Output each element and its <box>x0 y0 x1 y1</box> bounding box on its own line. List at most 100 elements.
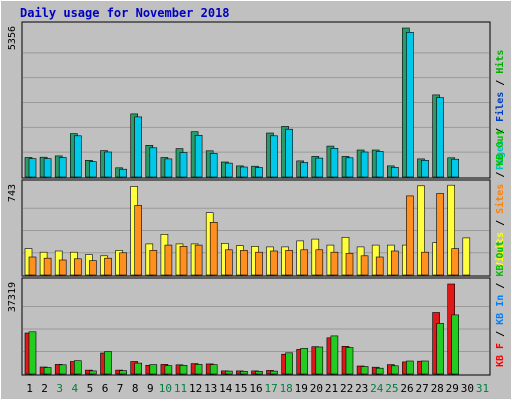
day-label-6: 6 <box>102 382 109 395</box>
bar-sites-day-13 <box>209 222 218 276</box>
day-labels: 1 2 3 4 5 6 7 8 9 10 11 12 13 14 15 16 17 18 19 20 21 22 23 24 2… <box>26 382 489 395</box>
bar-visits-day-30 <box>462 237 471 276</box>
bar-pages-day-24 <box>375 151 384 178</box>
bar-sites-day-19 <box>300 249 309 276</box>
day-label-31: 31 <box>476 382 489 395</box>
day-label-19: 19 <box>295 382 308 395</box>
panel-bottom: 37319 KB F / KB In / KB Out <box>7 241 506 376</box>
bar-sites-day-7 <box>119 252 127 276</box>
legend-pages: Pages <box>495 140 506 170</box>
bar-kb-out-day-29 <box>451 314 460 375</box>
day-label-7: 7 <box>117 382 124 395</box>
bar-pages-day-6 <box>104 151 112 178</box>
panel-middle-legend: Visits / Sites / KB Out <box>494 130 506 268</box>
day-label-30: 30 <box>461 382 474 395</box>
bar-kb-out-day-16 <box>255 370 263 375</box>
day-label-15: 15 <box>234 382 247 395</box>
bar-kb-out-day-24 <box>375 367 384 375</box>
bar-kb-out-day-22 <box>345 347 354 375</box>
bar-sites-day-26 <box>406 195 414 276</box>
panel-middle: 743 Visits / Sites / KB Out <box>7 130 506 277</box>
bar-kb-out-day-25 <box>390 365 399 375</box>
bar-sites-day-25 <box>390 250 399 276</box>
bar-pages-day-14 <box>225 162 233 178</box>
day-label-22: 22 <box>340 382 353 395</box>
bar-sites-day-11 <box>179 246 188 276</box>
bar-pages-day-21 <box>330 148 339 178</box>
bar-visits-day-27 <box>417 185 425 276</box>
day-label-13: 13 <box>204 382 217 395</box>
panel-top: 5356 Pages / Files / Hits <box>7 21 506 179</box>
day-label-26: 26 <box>400 382 413 395</box>
day-label-28: 28 <box>431 382 444 395</box>
bar-pages-day-19 <box>300 162 309 178</box>
bar-pages-day-3 <box>58 157 67 178</box>
bar-kb-out-day-19 <box>300 348 309 375</box>
bar-pages-day-12 <box>194 135 203 178</box>
bar-pages-day-27 <box>421 160 429 178</box>
legend-kb-f: KB F <box>495 343 506 367</box>
panel-top-legend: Pages / Files / Hits <box>494 50 506 170</box>
bar-kb-out-day-4 <box>74 360 82 375</box>
bar-kb-out-day-14 <box>225 370 233 375</box>
day-label-27: 27 <box>415 382 428 395</box>
bar-kb-out-day-7 <box>119 370 127 375</box>
legend-kb-in: KB In <box>495 295 506 325</box>
bar-sites-day-24 <box>375 256 384 276</box>
day-label-16: 16 <box>249 382 262 395</box>
day-label-5: 5 <box>87 382 94 395</box>
day-label-3: 3 <box>56 382 63 395</box>
bar-sites-day-21 <box>330 251 339 276</box>
bar-sites-day-15 <box>240 250 248 276</box>
legend-files: Files <box>494 92 506 122</box>
bar-pages-day-25 <box>390 167 399 178</box>
bar-pages-day-28 <box>436 97 444 178</box>
bar-sites-day-1 <box>28 256 37 276</box>
panel-top-max-label: 5356 <box>7 26 18 50</box>
bar-sites-day-17 <box>270 250 278 276</box>
day-label-14: 14 <box>219 382 233 395</box>
day-label-21: 21 <box>325 382 338 395</box>
bar-pages-day-8 <box>134 116 142 178</box>
bar-sites-day-27 <box>421 251 429 276</box>
bar-sites-day-29 <box>451 248 460 276</box>
bar-pages-day-2 <box>43 158 52 178</box>
panel-bottom-frame <box>21 277 491 376</box>
bar-sites-day-8 <box>134 205 142 276</box>
day-label-23: 23 <box>355 382 368 395</box>
bar-pages-day-13 <box>209 153 218 178</box>
panel-top-frame <box>21 21 491 179</box>
bar-sites-day-5 <box>89 260 97 276</box>
day-label-25: 25 <box>385 382 398 395</box>
bar-sites-day-4 <box>74 258 82 276</box>
bar-pages-day-29 <box>451 158 460 178</box>
bar-sites-day-18 <box>285 250 293 276</box>
bar-kb-out-day-15 <box>240 370 248 375</box>
bar-kb-out-day-23 <box>360 366 369 375</box>
bar-pages-day-9 <box>149 147 158 178</box>
day-label-17: 17 <box>264 382 277 395</box>
legend-sites: Sites <box>494 184 506 214</box>
bar-kb-out-day-10 <box>164 365 173 375</box>
day-label-18: 18 <box>280 382 293 395</box>
bar-kb-out-day-17 <box>270 370 278 375</box>
panel-middle-max-label: 743 <box>7 184 18 202</box>
bar-kb-out-day-9 <box>149 364 158 375</box>
bar-sites-day-16 <box>255 251 263 276</box>
bar-kb-out-day-6 <box>104 351 112 375</box>
legend-separator: / <box>495 214 506 232</box>
bar-kb-out-day-11 <box>179 364 188 375</box>
bar-kb-out-day-2 <box>43 367 52 375</box>
bar-pages-day-22 <box>345 157 354 178</box>
legend-separator: / <box>495 277 506 295</box>
day-label-2: 2 <box>41 382 48 395</box>
bar-pages-day-4 <box>74 135 82 178</box>
bar-sites-day-14 <box>225 249 233 276</box>
legend-separator: / <box>495 325 506 343</box>
bar-sites-day-20 <box>315 249 324 276</box>
legend-kb-out: KB Out <box>495 241 506 277</box>
bar-kb-out-day-13 <box>209 364 218 375</box>
bar-kb-out-day-1 <box>28 331 37 375</box>
